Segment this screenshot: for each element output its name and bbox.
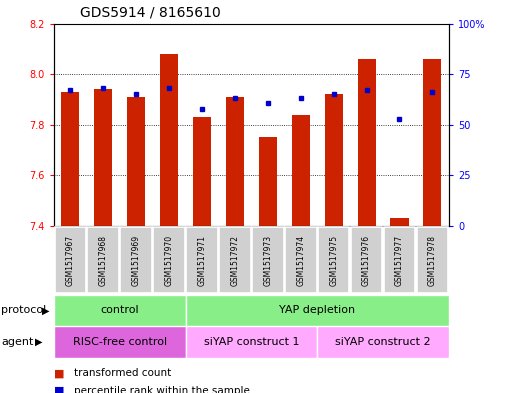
Bar [186,227,218,293]
Text: protocol: protocol [1,305,46,316]
Bar [87,227,119,293]
Text: RISC-free control: RISC-free control [73,337,167,347]
Bar [417,227,448,293]
Bar [252,227,284,293]
Text: GSM1517976: GSM1517976 [362,235,371,286]
Bar [318,227,349,293]
Text: GSM1517969: GSM1517969 [132,235,141,286]
Text: GSM1517972: GSM1517972 [230,235,240,286]
Text: siYAP construct 2: siYAP construct 2 [335,337,431,347]
Bar [61,92,80,226]
Bar [384,227,416,293]
Bar [292,115,310,226]
Text: GDS5914 / 8165610: GDS5914 / 8165610 [80,6,220,20]
Text: siYAP construct 1: siYAP construct 1 [204,337,299,347]
Text: GSM1517967: GSM1517967 [66,235,75,286]
Bar [127,97,145,226]
Text: GSM1517975: GSM1517975 [329,235,338,286]
Bar [54,227,86,293]
Bar [94,89,112,226]
Text: GSM1517968: GSM1517968 [98,235,108,286]
Text: GSM1517974: GSM1517974 [296,235,305,286]
Bar [160,54,178,226]
Text: GSM1517977: GSM1517977 [395,235,404,286]
Text: transformed count: transformed count [74,368,172,378]
Text: YAP depletion: YAP depletion [279,305,356,316]
Text: GSM1517978: GSM1517978 [428,235,437,286]
Text: ■: ■ [54,386,68,393]
Bar [259,138,277,226]
Text: percentile rank within the sample: percentile rank within the sample [74,386,250,393]
Bar [325,94,343,226]
Text: ▶: ▶ [35,337,43,347]
Text: GSM1517973: GSM1517973 [263,235,272,286]
Bar [186,295,449,326]
Text: ■: ■ [54,368,68,378]
Bar [351,227,382,293]
Bar [54,295,186,326]
Bar [390,219,408,226]
Bar [186,326,317,358]
Bar [358,59,376,226]
Bar [54,326,186,358]
Bar [121,227,152,293]
Text: ▶: ▶ [42,305,50,316]
Bar [317,326,449,358]
Text: control: control [101,305,139,316]
Text: agent: agent [1,337,33,347]
Bar [193,117,211,226]
Bar [285,227,317,293]
Bar [219,227,251,293]
Bar [226,97,244,226]
Bar [153,227,185,293]
Text: GSM1517971: GSM1517971 [198,235,207,286]
Text: GSM1517970: GSM1517970 [165,235,173,286]
Bar [423,59,442,226]
